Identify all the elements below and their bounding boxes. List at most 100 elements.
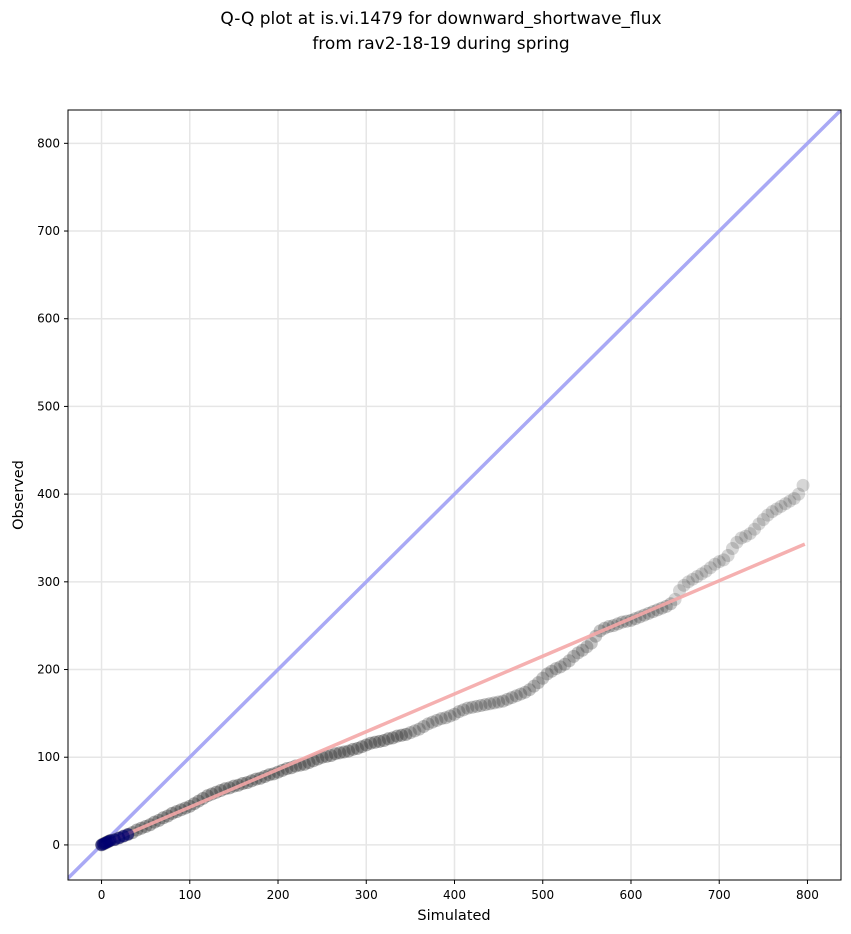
data-point [430, 713, 444, 727]
data-point [575, 643, 589, 657]
data-point [421, 717, 435, 731]
data-point [368, 735, 382, 749]
data-point [505, 691, 519, 705]
data-point [792, 487, 806, 501]
data-point [350, 741, 364, 755]
data-point [778, 497, 792, 511]
data-point [372, 734, 386, 748]
data-point [518, 685, 532, 699]
data-point [580, 640, 594, 654]
data-point [787, 492, 801, 506]
data-point [487, 696, 501, 710]
data-point [500, 692, 514, 706]
data-point [752, 517, 766, 531]
data-point [315, 750, 329, 764]
data-point [549, 662, 563, 676]
data-point [756, 513, 770, 527]
data-point [359, 738, 373, 752]
data-point [492, 695, 506, 709]
data-point [408, 724, 422, 738]
data-point [346, 742, 360, 756]
identity-line [68, 110, 841, 880]
data-point [571, 646, 585, 660]
data-point [412, 722, 426, 736]
data-point [730, 535, 744, 549]
y-tick-label: 600 [37, 312, 60, 326]
data-point [734, 531, 748, 545]
data-point [545, 664, 559, 678]
plot-content [68, 110, 841, 880]
data-point [770, 502, 784, 516]
y-tick-label: 0 [52, 838, 60, 852]
x-tick-label: 700 [708, 888, 731, 902]
data-point [478, 698, 492, 712]
data-point [403, 726, 417, 740]
data-point [712, 555, 726, 569]
x-tick-label: 400 [443, 888, 466, 902]
chart-subtitle: from rav2-18-19 during spring [312, 34, 569, 54]
data-point [717, 553, 731, 567]
data-point [748, 522, 762, 536]
x-axis-label: Simulated [417, 908, 490, 924]
data-point [390, 729, 404, 743]
data-point [337, 745, 351, 759]
x-tick-label: 800 [796, 888, 819, 902]
data-point [443, 709, 457, 723]
data-point [536, 671, 550, 685]
low-value-cluster [95, 828, 135, 851]
data-point [725, 541, 739, 555]
data-point [708, 557, 722, 571]
low-cluster-point [122, 828, 135, 841]
data-point [527, 679, 541, 693]
data-point [395, 728, 409, 742]
data-point [673, 584, 687, 598]
data-point [743, 527, 757, 541]
data-point [677, 578, 691, 592]
data-point [333, 746, 347, 760]
data-point [765, 505, 779, 519]
x-tick-label: 100 [178, 888, 201, 902]
x-tick-label: 0 [98, 888, 106, 902]
y-tick-label: 800 [37, 136, 60, 150]
y-axis-label: Observed [11, 460, 27, 530]
data-point [399, 727, 413, 741]
data-point [381, 732, 395, 746]
data-point [562, 654, 576, 668]
data-point [584, 636, 598, 650]
chart-title: Q-Q plot at is.vi.1479 for downward_shor… [220, 9, 661, 29]
data-point [452, 705, 466, 719]
y-tick-label: 300 [37, 575, 60, 589]
data-point [434, 712, 448, 726]
fit-line [100, 542, 806, 847]
data-point [320, 749, 334, 763]
x-tick-label: 200 [267, 888, 290, 902]
data-point [558, 657, 572, 671]
data-point [355, 740, 369, 754]
data-point [448, 707, 461, 721]
data-point [690, 570, 704, 584]
y-tick-label: 100 [37, 750, 60, 764]
x-tick-label: 500 [531, 888, 554, 902]
data-point [721, 549, 735, 563]
x-axis-ticks: 0 100 200 300 400 500 600 700 800 [98, 880, 819, 902]
data-point [470, 699, 484, 713]
y-tick-label: 700 [37, 224, 60, 238]
data-point [514, 687, 528, 701]
data-point [377, 734, 391, 748]
data-point [686, 572, 700, 586]
data-point [386, 731, 400, 745]
data-point [739, 529, 753, 543]
data-point [523, 683, 537, 697]
data-point [439, 711, 453, 725]
data-point [699, 564, 713, 578]
data-point [531, 676, 545, 690]
data-point [774, 499, 788, 513]
data-point [540, 667, 554, 681]
data-point [783, 494, 797, 508]
data-point [417, 720, 431, 734]
data-point [509, 689, 523, 703]
y-tick-label: 400 [37, 487, 60, 501]
data-point [681, 575, 695, 589]
y-tick-label: 200 [37, 663, 60, 677]
